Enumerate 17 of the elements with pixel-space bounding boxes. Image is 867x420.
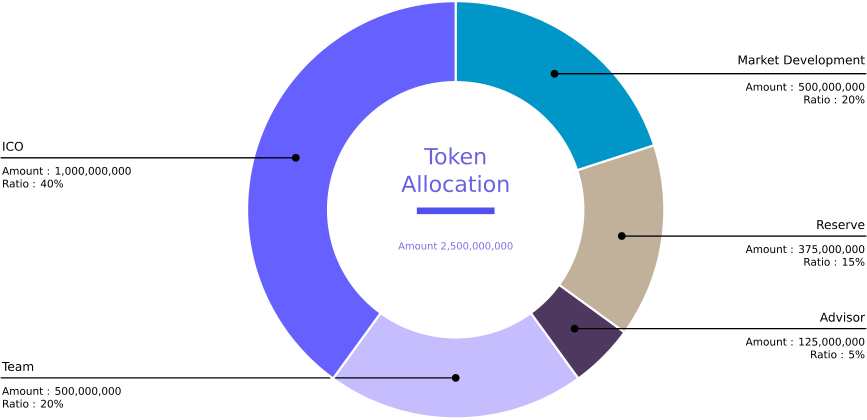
slice-label: Team bbox=[2, 362, 34, 372]
text: Ratio : 20% bbox=[804, 96, 864, 104]
data-label: Amount : 500,000,000 bbox=[746, 83, 864, 92]
text: Ratio : 15% bbox=[804, 258, 864, 266]
data-label: Amount : 1,000,000,000 bbox=[2, 167, 131, 176]
data-label: Amount : 500,000,000 bbox=[2, 387, 121, 396]
text: Ratio : 20% bbox=[3, 400, 64, 408]
text: Ratio : 40% bbox=[3, 180, 64, 188]
data-label: Amount : 375,000,000 bbox=[746, 245, 864, 254]
text: Ratio : 5% bbox=[811, 350, 864, 359]
slice-label: Reserve bbox=[817, 220, 864, 230]
text: Amount 2,500,000,000 bbox=[398, 242, 513, 251]
data-label: Amount : 125,000,000 bbox=[746, 338, 864, 347]
slice-label: ICO bbox=[3, 142, 23, 152]
slice-label: Market Development bbox=[738, 55, 865, 68]
slice-label: Advisor bbox=[820, 312, 866, 322]
text: Token Allocation bbox=[401, 148, 508, 192]
